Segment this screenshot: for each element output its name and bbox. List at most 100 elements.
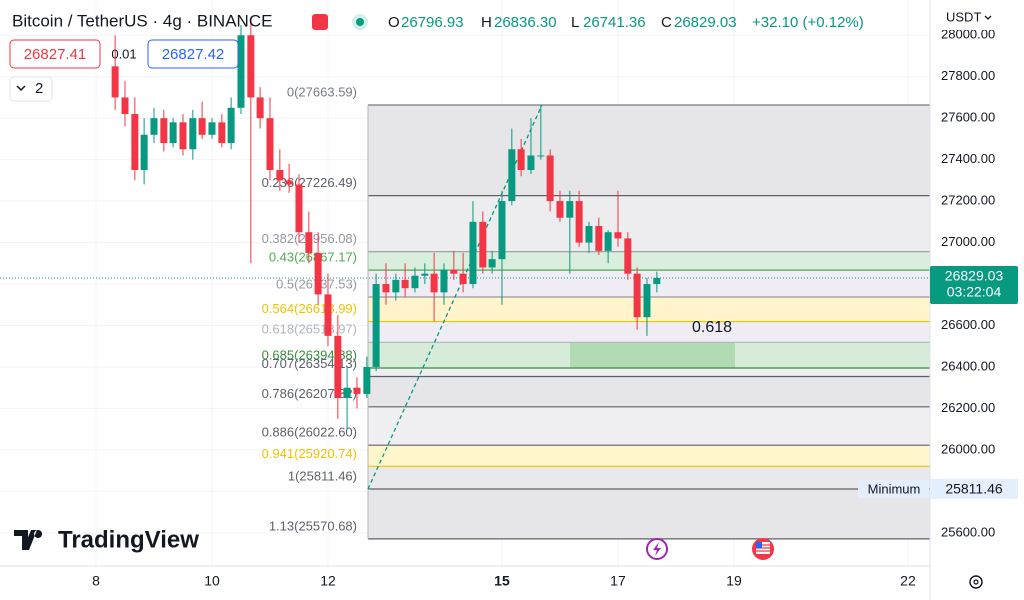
fib-label: 1.13(25570.68) <box>269 518 357 533</box>
annotation: 0.618 <box>692 319 732 336</box>
candle-body <box>604 232 612 251</box>
buy-price: 26827.42 <box>162 46 225 63</box>
candle-body <box>527 155 535 171</box>
candle-body <box>218 122 226 144</box>
candle-body <box>150 118 158 135</box>
candle-body <box>556 201 564 218</box>
fib-label: 1(25811.46) <box>288 468 357 483</box>
sell-price: 26827.41 <box>24 46 87 63</box>
fib-label: 0.564(26618.99) <box>262 301 357 316</box>
fib-label: 0.707(26354.13) <box>262 356 357 371</box>
candle-body <box>266 118 274 171</box>
x-tick-label: 19 <box>726 573 742 589</box>
candle-body <box>121 97 129 115</box>
candle-body <box>237 35 245 108</box>
fib-band <box>367 466 930 489</box>
candle-body <box>488 259 496 268</box>
fib-label: 0.685(26394.88) <box>262 347 357 362</box>
plot-area: 0(27663.59)0.236(27226.49)0.382(26956.08… <box>0 0 930 566</box>
x-tick-label: 12 <box>320 573 336 589</box>
candle-body <box>208 122 216 135</box>
fib-label: 0.618(26518.97) <box>262 322 357 337</box>
x-tick-label: 17 <box>610 573 626 589</box>
ohlc-value: 26796.93 <box>401 14 464 31</box>
candle-body <box>517 149 525 171</box>
flag-canton <box>756 542 762 548</box>
y-tick-label: 27200.00 <box>941 193 995 208</box>
ohlc-label: H <box>481 14 492 31</box>
fib-band <box>367 406 930 446</box>
candle-body <box>189 118 197 150</box>
candle-body <box>295 184 303 233</box>
candle-body <box>498 201 506 260</box>
candle-body <box>459 273 467 285</box>
lightning-icon <box>653 542 661 556</box>
buy-button[interactable] <box>147 39 239 69</box>
fib-band <box>367 251 930 271</box>
layout-button[interactable] <box>9 76 53 102</box>
currency-button[interactable] <box>932 6 1020 30</box>
price-tag <box>930 266 1018 305</box>
candle-body <box>353 387 361 394</box>
layout-count: 2 <box>35 80 43 97</box>
fib-band <box>367 195 930 252</box>
fib-label: 0(27663.59) <box>287 84 357 99</box>
fib-band <box>367 445 930 467</box>
candle-body <box>179 122 187 150</box>
x-tick-label: 8 <box>92 573 100 589</box>
candle-body <box>566 201 574 218</box>
logo-text: TradingView <box>58 526 199 553</box>
candle-body <box>430 273 438 293</box>
candle-body <box>401 279 409 289</box>
y-tick-label: 25600.00 <box>941 524 995 539</box>
candle-body <box>169 122 177 144</box>
candle-body <box>372 284 380 367</box>
candle-body <box>276 170 284 181</box>
candle-body <box>508 149 516 202</box>
candle-body <box>421 273 429 276</box>
candle-body <box>633 273 641 318</box>
chart-title: Bitcoin / TetherUS · 4g · BINANCE <box>12 11 272 30</box>
candle-body <box>595 225 603 251</box>
min-price-tag <box>930 478 1018 499</box>
settings-icon[interactable] <box>969 575 983 589</box>
ohlc-value: 26836.30 <box>494 14 557 31</box>
candle-body <box>285 180 293 185</box>
y-tick-label: 26600.00 <box>941 317 995 332</box>
candle-body <box>198 118 206 135</box>
candle-body <box>537 155 545 157</box>
settings-icon-core <box>973 579 979 585</box>
fib-label: 0.941(25920.74) <box>262 446 357 461</box>
candle-body <box>382 284 390 293</box>
candle-body <box>643 284 651 318</box>
fib-label: 0.43(26867.17) <box>269 250 357 265</box>
candle-body <box>160 118 168 144</box>
candle-body <box>624 238 632 274</box>
fib-band <box>367 488 930 539</box>
fib-label: 0.786(26207.82) <box>262 386 357 401</box>
min-label-box <box>858 479 929 498</box>
candle-body <box>247 35 255 98</box>
y-tick-label: 26200.00 <box>941 400 995 415</box>
y-tick-label: 27000.00 <box>941 234 995 249</box>
min-price: 25811.46 <box>945 481 1003 497</box>
chevron-icon <box>984 15 992 20</box>
y-tick-label: 28000.00 <box>941 27 995 42</box>
candle-body <box>314 252 322 295</box>
y-tick-label: 27400.00 <box>941 151 995 166</box>
sell-button[interactable] <box>9 39 101 69</box>
x-tick-label: 10 <box>204 573 220 589</box>
quantity: 0.01 <box>111 46 136 61</box>
candle-body <box>111 66 119 98</box>
chevron-icon <box>16 85 26 92</box>
alert-icon[interactable] <box>312 14 328 30</box>
ohlc-value: 26741.36 <box>583 14 646 31</box>
candle-body <box>227 107 235 144</box>
candle-body <box>450 269 458 274</box>
x-tick-label: 15 <box>494 573 510 589</box>
candle-body <box>305 232 313 253</box>
ohlc-label: C <box>661 14 672 31</box>
candle-body <box>469 221 477 285</box>
